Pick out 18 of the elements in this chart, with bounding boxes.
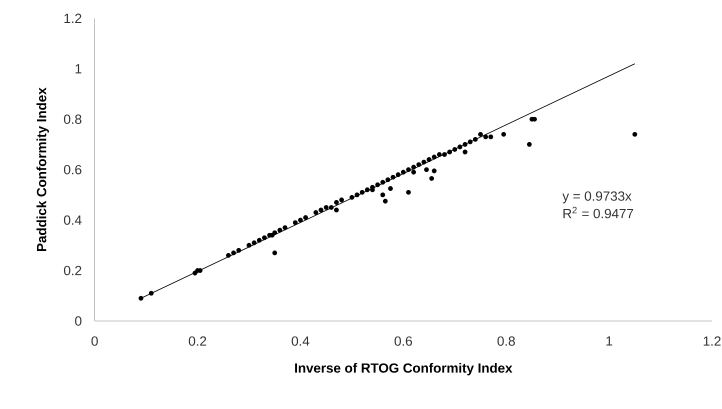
x-tick-label: 0.8 bbox=[497, 336, 515, 346]
x-axis-title: Inverse of RTOG Conformity Index bbox=[295, 362, 512, 376]
y-tick-label: 0.6 bbox=[64, 164, 82, 174]
x-tick-label: 1 bbox=[606, 336, 612, 346]
y-tick-label: 1 bbox=[76, 64, 82, 74]
y-tick-label: 0.2 bbox=[64, 266, 82, 276]
y-tick-label: 0.8 bbox=[64, 114, 82, 124]
x-tick-label: 0.2 bbox=[188, 336, 206, 346]
y-tick-label: 1.2 bbox=[64, 14, 82, 23]
y-axis-title: Paddick Conformity Index bbox=[36, 88, 49, 251]
x-tick-label: 0.6 bbox=[394, 336, 412, 346]
y-tick-label: 0.4 bbox=[64, 215, 82, 225]
x-tick-label: 0 bbox=[91, 336, 98, 346]
annotation: y = 0.9733x bbox=[562, 191, 632, 204]
x-tick-label: 1.2 bbox=[704, 336, 721, 346]
y-tick-label: 0 bbox=[75, 316, 82, 326]
annotation: R$^{2}$ = 0.9477 bbox=[563, 206, 634, 218]
x-tick-label: 0.4 bbox=[292, 336, 310, 346]
